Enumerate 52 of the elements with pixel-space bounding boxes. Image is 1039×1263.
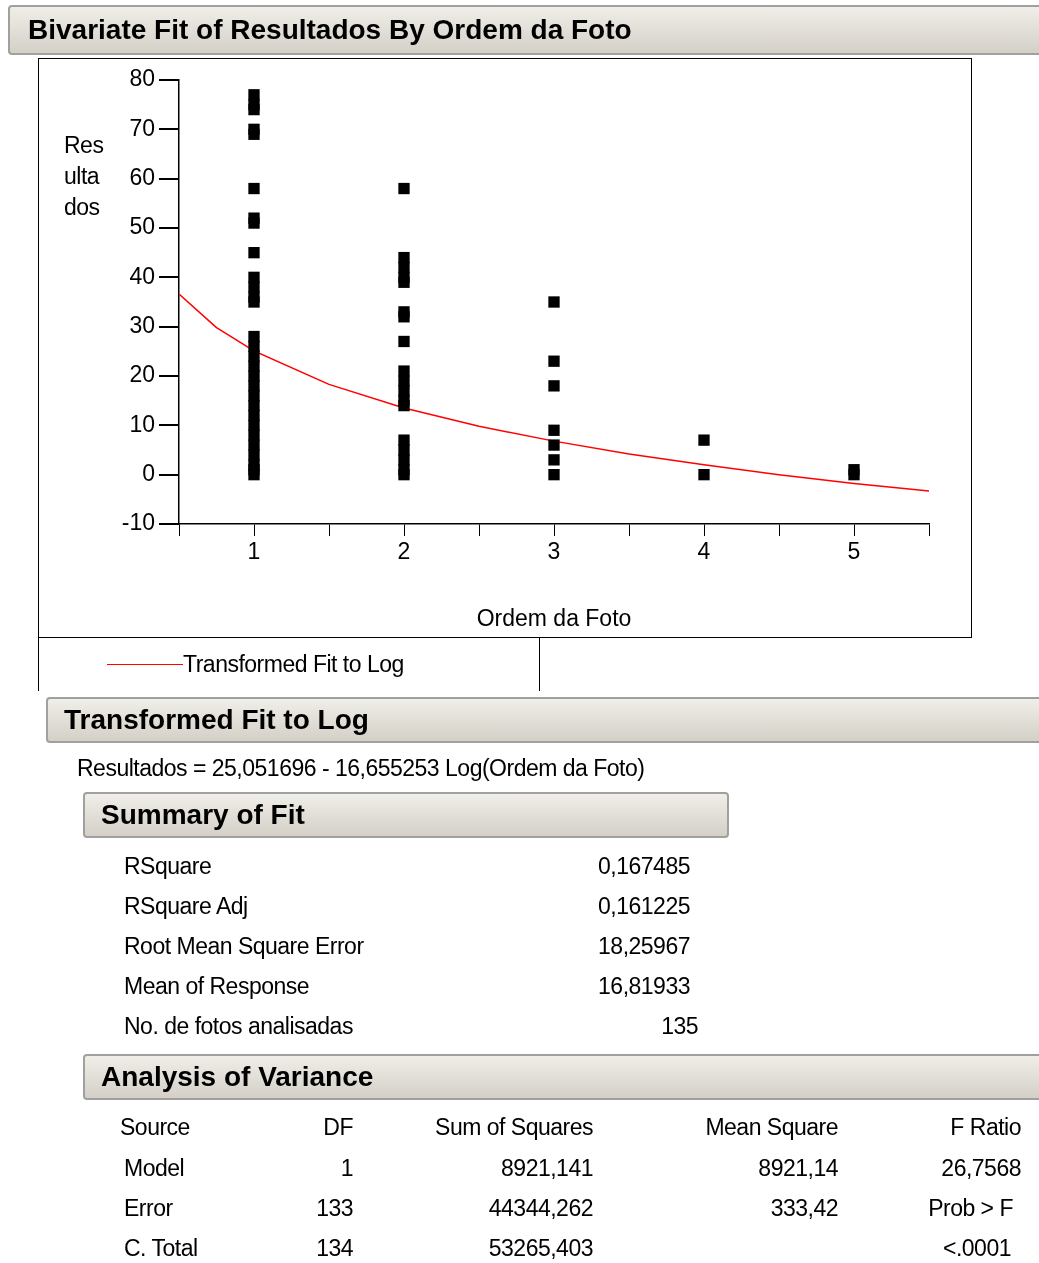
chart-title: Bivariate Fit of Resultados By Ordem da Foto bbox=[8, 5, 1039, 55]
text: 44344,262 bbox=[488, 1195, 593, 1222]
text: Error bbox=[124, 1195, 173, 1222]
text: Sum of Squares bbox=[435, 1114, 593, 1141]
y-axis-title: Resultados bbox=[64, 131, 105, 222]
y-tick-label: 40 bbox=[129, 262, 155, 289]
text: Root Mean Square Error bbox=[124, 933, 364, 960]
text: RSquare bbox=[124, 853, 212, 880]
text: 53265,403 bbox=[488, 1235, 593, 1262]
x-tick-label: 4 bbox=[697, 538, 711, 565]
text: <.0001 bbox=[943, 1235, 1011, 1262]
x-tick-label: 5 bbox=[847, 538, 861, 565]
text: DF bbox=[323, 1114, 353, 1141]
y-tick-label: 0 bbox=[142, 460, 155, 487]
text: Resultados = 25,051696 - 16,655253 Log(Ordem da Foto) bbox=[77, 755, 645, 782]
y-tick-label: -10 bbox=[121, 509, 155, 536]
text: C. Total bbox=[124, 1235, 198, 1262]
text: 1 bbox=[340, 1155, 353, 1182]
text: Mean Square bbox=[705, 1114, 838, 1141]
text: 333,42 bbox=[770, 1195, 838, 1222]
x-axis-title: Ordem da Foto bbox=[476, 604, 632, 631]
text: 26,7568 bbox=[941, 1155, 1021, 1182]
x-tick-label: 1 bbox=[247, 538, 261, 565]
x-tick-label: 2 bbox=[397, 538, 411, 565]
x-tick-label: 3 bbox=[547, 538, 561, 565]
text: Analysis of Variance bbox=[83, 1054, 1039, 1100]
legend-label: Transformed Fit to Log bbox=[183, 650, 404, 678]
y-tick-label: 60 bbox=[129, 164, 155, 191]
text: 8921,14 bbox=[758, 1155, 838, 1182]
text: Summary of Fit bbox=[83, 792, 729, 838]
text: No. de fotos analisadas bbox=[124, 1013, 353, 1040]
y-tick-label: 20 bbox=[129, 361, 155, 388]
text: 133 bbox=[316, 1195, 353, 1222]
text: Mean of Response bbox=[124, 973, 310, 1000]
y-tick-label: 30 bbox=[129, 312, 155, 339]
y-tick-label: 10 bbox=[129, 410, 155, 437]
text: 0,161225 bbox=[598, 893, 690, 920]
text: 8921,141 bbox=[501, 1155, 593, 1182]
text: Prob > F bbox=[928, 1195, 1013, 1222]
text: 18,25967 bbox=[598, 933, 690, 960]
y-tick-label: 50 bbox=[129, 213, 155, 240]
text: 134 bbox=[316, 1235, 353, 1262]
text: Model bbox=[124, 1155, 185, 1182]
y-tick-label: 80 bbox=[129, 65, 155, 92]
text: 16,81933 bbox=[598, 973, 690, 1000]
y-tick-label: 70 bbox=[129, 114, 155, 141]
text: 0,167485 bbox=[598, 853, 690, 880]
text: 135 bbox=[661, 1013, 698, 1040]
text: Transformed Fit to Log bbox=[46, 697, 1039, 743]
text: RSquare Adj bbox=[124, 893, 248, 920]
text: Source bbox=[120, 1114, 190, 1141]
text: F Ratio bbox=[950, 1114, 1021, 1141]
